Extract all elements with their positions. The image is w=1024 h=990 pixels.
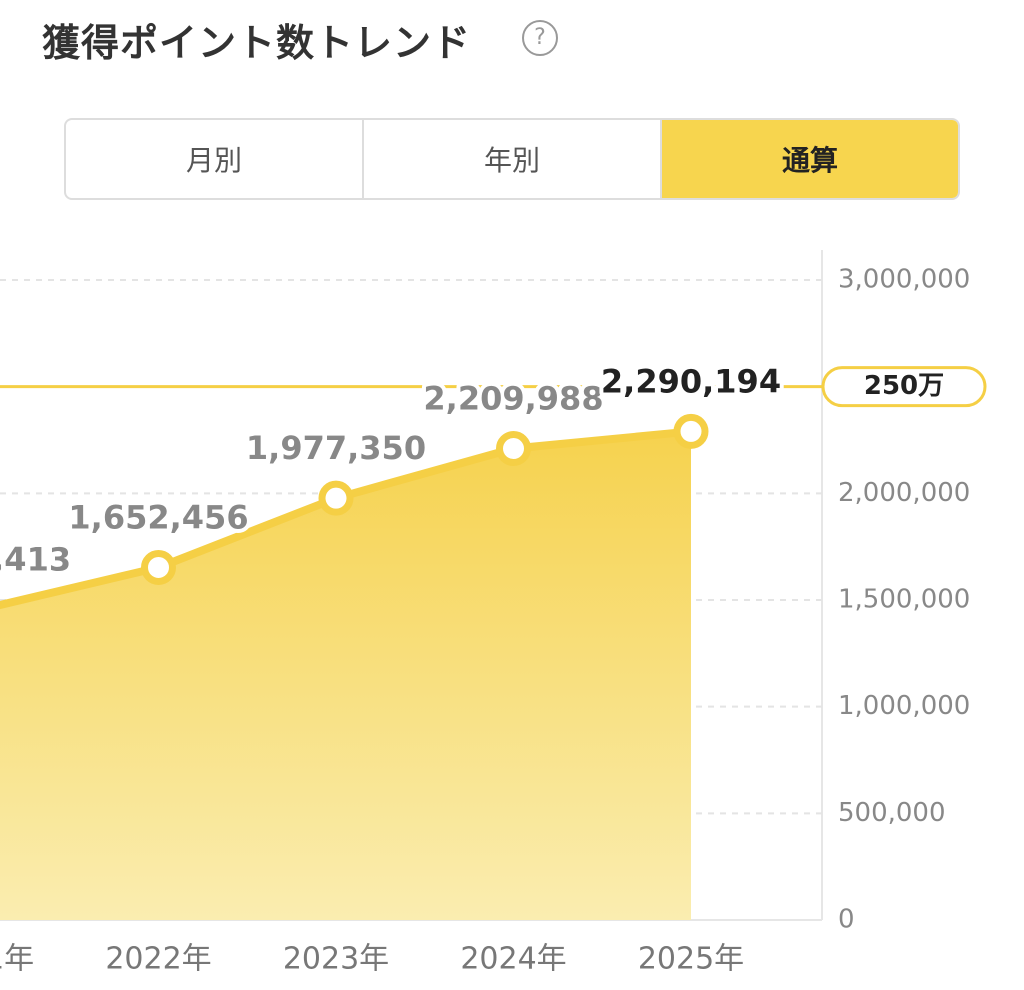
- y-tick-label: 500,000: [838, 798, 946, 828]
- y-tick-label: 3,000,000: [838, 265, 970, 295]
- value-label: 2,209,988: [423, 380, 603, 418]
- x-tick-label: 2023年: [283, 942, 389, 977]
- target-label: 250万: [864, 371, 944, 401]
- x-tick-label: 2022年: [105, 942, 211, 977]
- data-point: [141, 549, 176, 585]
- x-tick-label: 2025年: [638, 942, 744, 977]
- value-label: 1,977,350: [246, 429, 426, 467]
- tab[interactable]: 通算: [662, 120, 958, 198]
- area: [0, 431, 691, 920]
- x-tick-label: 2024年: [460, 942, 566, 977]
- tab[interactable]: 年別: [364, 120, 662, 198]
- y-tick-label: 2,000,000: [838, 478, 970, 508]
- target-pill: [821, 366, 987, 408]
- y-tick-label: 1,000,000: [838, 691, 970, 721]
- data-point: [318, 480, 354, 516]
- value-label: 1,455,413: [0, 541, 71, 579]
- y-tick-label: 0: [838, 905, 855, 935]
- x-tick-label: 2021年: [0, 942, 34, 977]
- value-label: 1,652,456: [68, 498, 248, 536]
- tab[interactable]: 月別: [66, 120, 364, 198]
- value-label: 2,290,194: [601, 362, 781, 400]
- tab-bar: 月別 年別 通算: [64, 118, 960, 200]
- y-tick-label: 1,500,000: [838, 585, 970, 615]
- title: 獲得ポイント数トレンド: [42, 21, 472, 65]
- help-icon[interactable]: ?: [522, 20, 558, 56]
- data-point: [496, 431, 531, 467]
- data-point: [673, 413, 709, 449]
